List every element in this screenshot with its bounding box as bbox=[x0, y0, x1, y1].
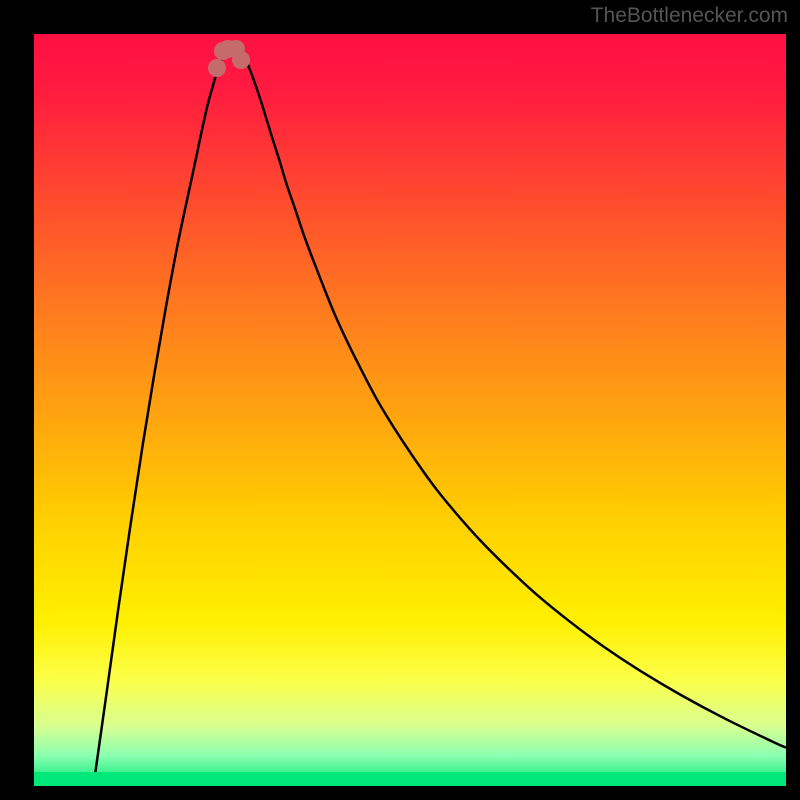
chart-bottom-green-band bbox=[34, 772, 786, 786]
optimal-marker bbox=[232, 51, 250, 69]
bottleneck-chart bbox=[34, 34, 786, 786]
bottleneck-curve bbox=[93, 45, 786, 786]
chart-curve-svg bbox=[34, 34, 786, 786]
watermark-text: TheBottlenecker.com bbox=[591, 4, 788, 28]
